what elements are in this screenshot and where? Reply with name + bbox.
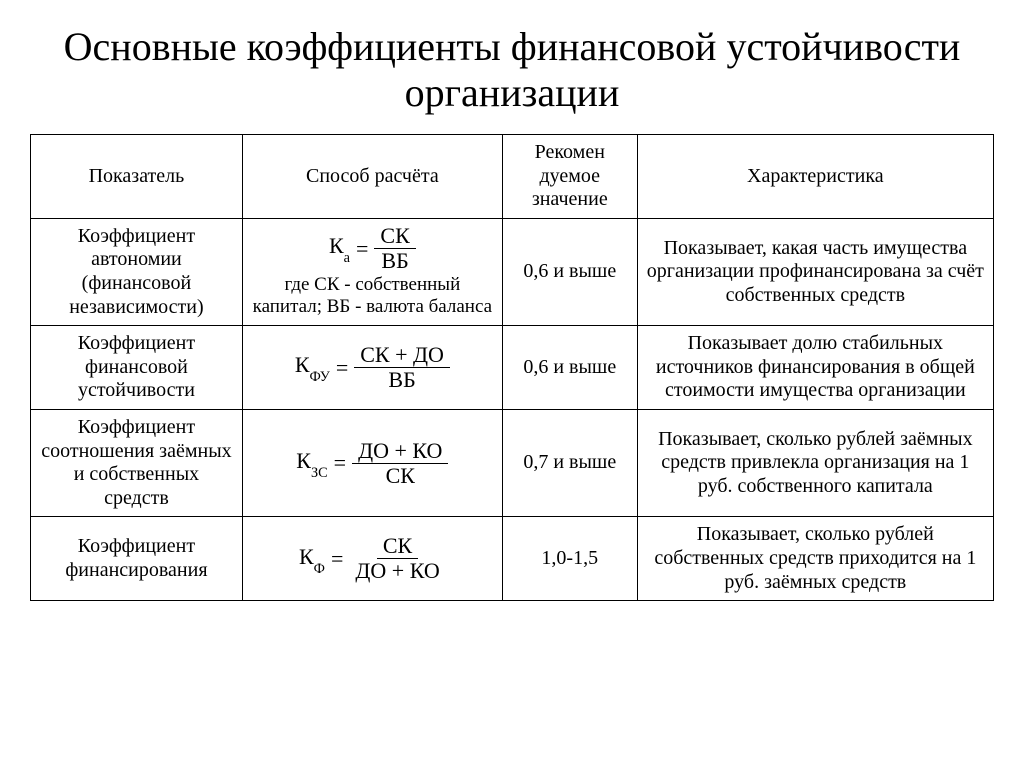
fraction-denominator: ВБ [375, 249, 414, 272]
page-title: Основные коэффициенты финансовой устойчи… [30, 24, 994, 116]
cell-recommended: 0,6 и выше [502, 326, 637, 410]
cell-indicator: Коэффициент автономии (финансовой незави… [31, 218, 243, 325]
formula-description: где СК - собственный капитал; ВБ - валют… [251, 274, 494, 319]
cell-method: Ка = СК ВБ где СК - собственный капитал;… [242, 218, 502, 325]
table-row: Коэффициент финансовой устойчивости КФУ … [31, 326, 994, 410]
fraction-denominator: ДО + КО [349, 559, 445, 582]
col-header-recommended: Рекомен дуемое значение [502, 135, 637, 219]
formula: КФ = СК ДО + КО [299, 535, 446, 582]
coef-subscript: Ф [314, 561, 325, 577]
coef-subscript: ЗС [311, 465, 328, 481]
coef-subscript: ФУ [310, 369, 330, 385]
formula: КЗС = ДО + КО СК [296, 440, 448, 487]
fraction-denominator: СК [380, 464, 421, 487]
formula: КФУ = СК + ДО ВБ [295, 344, 450, 391]
coefficients-table: Показатель Способ расчёта Рекомен дуемое… [30, 134, 994, 601]
coef-letter: К [299, 544, 314, 569]
table-row: Коэффициент соотношения заёмных и собств… [31, 409, 994, 516]
formula: Ка = СК ВБ [329, 225, 416, 272]
fraction-numerator: СК + ДО [354, 344, 450, 368]
col-header-method: Способ расчёта [242, 135, 502, 219]
fraction-numerator: СК [374, 225, 415, 249]
coef-subscript: а [344, 250, 350, 266]
cell-indicator: Коэффициент финансирования [31, 517, 243, 601]
cell-characteristic: Показывает, сколько рублей собственных с… [637, 517, 993, 601]
cell-method: КФ = СК ДО + КО [242, 517, 502, 601]
coef-letter: К [295, 352, 310, 377]
coef-letter: К [329, 233, 344, 258]
col-header-characteristic: Характеристика [637, 135, 993, 219]
fraction-numerator: ДО + КО [352, 440, 448, 464]
cell-method: КЗС = ДО + КО СК [242, 409, 502, 516]
cell-indicator: Коэффициент финансовой устойчивости [31, 326, 243, 410]
cell-recommended: 1,0-1,5 [502, 517, 637, 601]
col-header-indicator: Показатель [31, 135, 243, 219]
table-row: Коэффициент финансирования КФ = СК ДО + … [31, 517, 994, 601]
fraction-numerator: СК [377, 535, 418, 559]
cell-characteristic: Показывает, какая часть имущества органи… [637, 218, 993, 325]
fraction-denominator: ВБ [382, 368, 421, 391]
cell-characteristic: Показывает долю стабильных источников фи… [637, 326, 993, 410]
cell-recommended: 0,6 и выше [502, 218, 637, 325]
cell-method: КФУ = СК + ДО ВБ [242, 326, 502, 410]
table-header-row: Показатель Способ расчёта Рекомен дуемое… [31, 135, 994, 219]
page: Основные коэффициенты финансовой устойчи… [0, 0, 1024, 601]
cell-characteristic: Показывает, сколько рублей заёмных средс… [637, 409, 993, 516]
coef-letter: К [296, 448, 311, 473]
cell-indicator: Коэффициент соотношения заёмных и собств… [31, 409, 243, 516]
table-row: Коэффициент автономии (финансовой незави… [31, 218, 994, 325]
cell-recommended: 0,7 и выше [502, 409, 637, 516]
